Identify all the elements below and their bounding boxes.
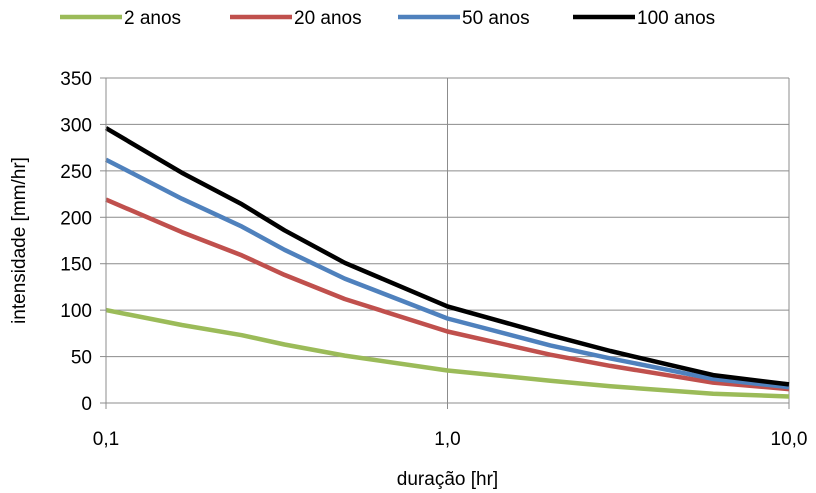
axes: 0 50 100 150 200 250 300 350 0,1 1,0 10,0 bbox=[60, 69, 807, 450]
series-layer bbox=[104, 126, 790, 399]
series-line-20-anos bbox=[105, 197, 790, 392]
series-line-50-anos bbox=[104, 157, 790, 390]
y-tick-label: 350 bbox=[60, 69, 92, 90]
y-tick-label: 0 bbox=[81, 394, 92, 415]
y-tick-label: 150 bbox=[60, 255, 92, 276]
gridlines bbox=[106, 77, 790, 403]
legend-label: 50 anos bbox=[462, 8, 530, 29]
series-line-100-anos bbox=[104, 126, 790, 387]
y-tick-label: 300 bbox=[60, 115, 92, 136]
series-line-2-anos bbox=[105, 307, 790, 399]
legend: 2 anos 20 anos 50 anos 100 anos bbox=[60, 8, 715, 29]
legend-label: 2 anos bbox=[124, 8, 181, 29]
x-tick-label: 1,0 bbox=[434, 429, 460, 450]
legend-label: 100 anos bbox=[637, 8, 715, 29]
x-tick-label: 10,0 bbox=[771, 429, 808, 450]
x-axis-label: duração [hr] bbox=[397, 469, 498, 490]
y-tick-label: 200 bbox=[60, 208, 92, 229]
y-axis-label: intensidade [mm/hr] bbox=[9, 157, 30, 324]
legend-label: 20 anos bbox=[294, 8, 362, 29]
y-tick-label: 100 bbox=[60, 301, 92, 322]
y-tick-label: 50 bbox=[71, 348, 92, 369]
x-tick-label: 0,1 bbox=[93, 429, 119, 450]
y-tick-label: 250 bbox=[60, 162, 92, 183]
